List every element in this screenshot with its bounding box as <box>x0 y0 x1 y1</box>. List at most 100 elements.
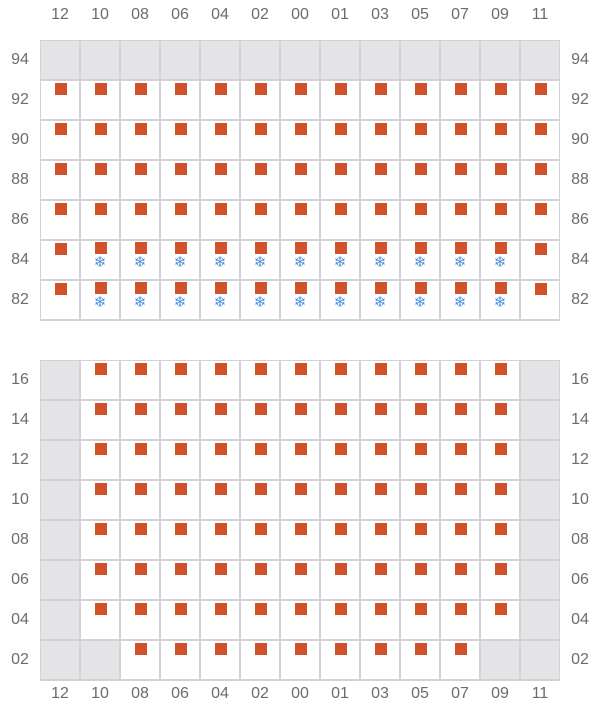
seat-cell[interactable] <box>521 281 559 319</box>
seat-cell[interactable] <box>481 521 519 559</box>
seat-cell[interactable] <box>161 601 199 639</box>
seat-cell[interactable] <box>41 241 79 279</box>
seat-cell[interactable] <box>481 161 519 199</box>
seat-cell[interactable] <box>441 561 479 599</box>
seat-cell[interactable] <box>241 441 279 479</box>
seat-cell[interactable] <box>241 641 279 679</box>
seat-cell[interactable] <box>121 601 159 639</box>
seat-cell[interactable] <box>441 81 479 119</box>
seat-cell[interactable] <box>281 401 319 439</box>
seat-cell[interactable] <box>201 401 239 439</box>
seat-cell[interactable] <box>361 201 399 239</box>
seat-cell[interactable] <box>441 121 479 159</box>
seat-cell[interactable] <box>241 601 279 639</box>
seat-cell[interactable] <box>401 401 439 439</box>
seat-cell[interactable] <box>41 201 79 239</box>
seat-cell[interactable] <box>201 81 239 119</box>
seat-cell[interactable] <box>241 121 279 159</box>
seat-cell[interactable] <box>321 561 359 599</box>
seat-cell[interactable]: ❄ <box>241 281 279 319</box>
seat-cell[interactable] <box>241 481 279 519</box>
seat-cell[interactable] <box>201 561 239 599</box>
seat-cell[interactable] <box>401 601 439 639</box>
seat-cell[interactable] <box>281 441 319 479</box>
seat-cell[interactable] <box>161 481 199 519</box>
seat-cell[interactable] <box>361 601 399 639</box>
seat-cell[interactable] <box>201 161 239 199</box>
seat-cell[interactable] <box>241 521 279 559</box>
seat-cell[interactable] <box>401 441 439 479</box>
seat-cell[interactable] <box>161 561 199 599</box>
seat-cell[interactable] <box>321 481 359 519</box>
seat-cell[interactable]: ❄ <box>441 241 479 279</box>
seat-cell[interactable] <box>401 361 439 399</box>
seat-cell[interactable] <box>361 401 399 439</box>
seat-cell[interactable] <box>81 561 119 599</box>
seat-cell[interactable] <box>41 161 79 199</box>
seat-cell[interactable]: ❄ <box>161 241 199 279</box>
seat-cell[interactable]: ❄ <box>281 241 319 279</box>
seat-cell[interactable] <box>81 201 119 239</box>
seat-cell[interactable] <box>521 81 559 119</box>
seat-cell[interactable] <box>441 401 479 439</box>
seat-cell[interactable] <box>161 401 199 439</box>
seat-cell[interactable] <box>321 361 359 399</box>
seat-cell[interactable] <box>401 81 439 119</box>
seat-cell[interactable] <box>81 161 119 199</box>
seat-cell[interactable]: ❄ <box>361 281 399 319</box>
seat-cell[interactable]: ❄ <box>201 281 239 319</box>
seat-cell[interactable]: ❄ <box>321 281 359 319</box>
seat-cell[interactable] <box>441 361 479 399</box>
seat-cell[interactable] <box>361 641 399 679</box>
seat-cell[interactable] <box>81 601 119 639</box>
seat-cell[interactable] <box>401 201 439 239</box>
seat-cell[interactable] <box>281 201 319 239</box>
seat-cell[interactable] <box>81 121 119 159</box>
seat-cell[interactable] <box>521 201 559 239</box>
seat-cell[interactable] <box>81 441 119 479</box>
seat-cell[interactable] <box>441 161 479 199</box>
seat-cell[interactable] <box>161 121 199 159</box>
seat-cell[interactable] <box>361 161 399 199</box>
seat-cell[interactable] <box>361 81 399 119</box>
seat-cell[interactable] <box>121 561 159 599</box>
seat-cell[interactable] <box>81 521 119 559</box>
seat-cell[interactable] <box>441 601 479 639</box>
seat-cell[interactable] <box>81 401 119 439</box>
seat-cell[interactable] <box>481 441 519 479</box>
seat-cell[interactable] <box>441 201 479 239</box>
seat-cell[interactable] <box>241 161 279 199</box>
seat-cell[interactable] <box>201 641 239 679</box>
seat-cell[interactable] <box>361 441 399 479</box>
seat-cell[interactable] <box>81 361 119 399</box>
seat-cell[interactable] <box>121 361 159 399</box>
seat-cell[interactable] <box>121 81 159 119</box>
seat-cell[interactable] <box>521 161 559 199</box>
seat-cell[interactable] <box>481 401 519 439</box>
seat-cell[interactable] <box>121 161 159 199</box>
seat-cell[interactable] <box>41 281 79 319</box>
seat-cell[interactable]: ❄ <box>201 241 239 279</box>
seat-cell[interactable] <box>481 201 519 239</box>
seat-cell[interactable] <box>361 561 399 599</box>
seat-cell[interactable] <box>481 601 519 639</box>
seat-cell[interactable]: ❄ <box>81 241 119 279</box>
seat-cell[interactable] <box>481 361 519 399</box>
seat-cell[interactable] <box>401 121 439 159</box>
seat-cell[interactable] <box>161 361 199 399</box>
seat-cell[interactable]: ❄ <box>241 241 279 279</box>
seat-cell[interactable] <box>201 601 239 639</box>
seat-cell[interactable] <box>321 401 359 439</box>
seat-cell[interactable]: ❄ <box>161 281 199 319</box>
seat-cell[interactable] <box>521 241 559 279</box>
seat-cell[interactable] <box>121 441 159 479</box>
seat-cell[interactable] <box>201 481 239 519</box>
seat-cell[interactable] <box>281 161 319 199</box>
seat-cell[interactable] <box>481 121 519 159</box>
seat-cell[interactable] <box>441 521 479 559</box>
seat-cell[interactable] <box>321 161 359 199</box>
seat-cell[interactable] <box>401 521 439 559</box>
seat-cell[interactable] <box>321 81 359 119</box>
seat-cell[interactable] <box>401 161 439 199</box>
seat-cell[interactable] <box>361 121 399 159</box>
